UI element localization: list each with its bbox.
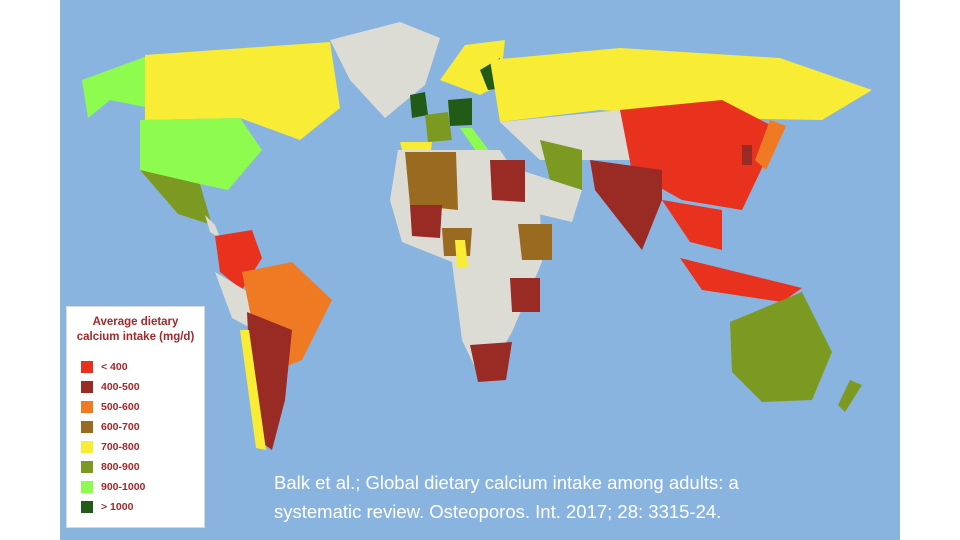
region-new-zealand — [838, 380, 862, 412]
legend-label: 800-900 — [101, 461, 140, 473]
legend-item: 500-600 — [81, 397, 204, 417]
legend-swatch — [81, 441, 93, 453]
region-russia — [490, 48, 872, 122]
legend-title: Average dietary calcium intake (mg/d) — [67, 315, 204, 345]
legend-item: < 400 — [81, 357, 204, 377]
region-egypt — [490, 160, 525, 202]
legend-title-line2: calcium intake (mg/d) — [76, 331, 195, 343]
region-chile — [240, 330, 266, 450]
legend-label: < 400 — [101, 361, 128, 373]
region-germany — [448, 98, 472, 126]
citation-line2: systematic review. Osteoporos. Int. 2017… — [274, 501, 722, 522]
legend-title-line1: Average dietary — [92, 316, 179, 328]
legend-item: > 1000 — [81, 497, 204, 517]
region-japan — [755, 120, 786, 170]
region-ethiopia — [518, 224, 552, 260]
legend-swatch — [81, 481, 93, 493]
legend-label: 600-700 — [101, 421, 140, 433]
legend-label: 400-500 — [101, 381, 140, 393]
region-indonesia — [680, 258, 802, 302]
region-mexico — [140, 170, 212, 225]
region-ghana — [455, 240, 468, 268]
legend-item: 900-1000 — [81, 477, 204, 497]
legend-swatch — [81, 421, 93, 433]
region-uk — [410, 92, 428, 118]
region-usa — [140, 118, 262, 190]
legend-items: < 400 400-500 500-600 600-700 700-800 800-900… — [81, 357, 204, 517]
legend-item: 800-900 — [81, 457, 204, 477]
legend-swatch — [81, 381, 93, 393]
legend-swatch — [81, 461, 93, 473]
region-alaska — [82, 55, 150, 118]
legend-item: 700-800 — [81, 437, 204, 457]
citation-line1: Balk et al.; Global dietary calcium inta… — [274, 472, 739, 493]
region-iran — [540, 140, 582, 190]
citation: Balk et al.; Global dietary calcium inta… — [274, 468, 894, 526]
legend-swatch — [81, 401, 93, 413]
legend-label: 500-600 — [101, 401, 140, 413]
region-central-asia — [500, 110, 632, 160]
region-se-asia — [662, 200, 722, 250]
region-italy — [460, 128, 490, 154]
region-australia — [730, 292, 832, 402]
region-algeria — [405, 152, 458, 210]
legend-item: 400-500 — [81, 377, 204, 397]
region-south-africa — [470, 342, 512, 382]
region-korea — [742, 145, 752, 165]
legend-item: 600-700 — [81, 417, 204, 437]
region-france — [425, 112, 452, 142]
region-tanzania — [510, 278, 540, 312]
region-mali — [410, 205, 442, 238]
legend-label: 900-1000 — [101, 481, 146, 493]
legend-label: 700-800 — [101, 441, 140, 453]
region-greenland — [330, 22, 440, 118]
region-canada — [145, 42, 340, 140]
legend-swatch — [81, 361, 93, 373]
legend-swatch — [81, 501, 93, 513]
legend-label: > 1000 — [101, 501, 134, 513]
region-central-america — [205, 215, 220, 238]
legend: Average dietary calcium intake (mg/d) < … — [66, 306, 205, 528]
region-india — [590, 160, 662, 250]
